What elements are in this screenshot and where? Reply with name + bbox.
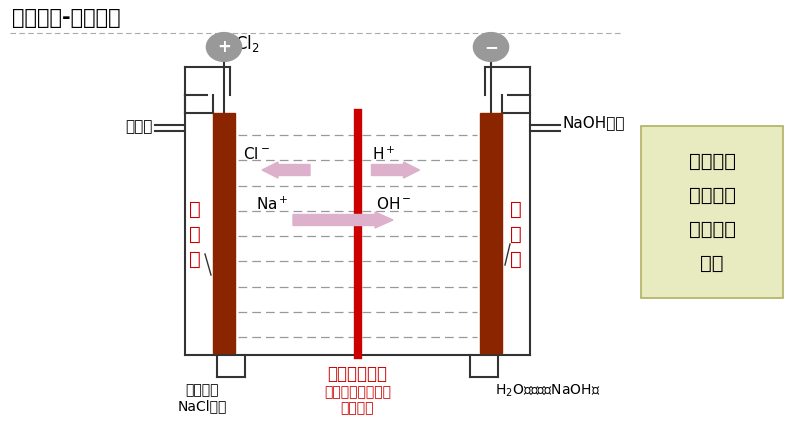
Text: 淡盐水: 淡盐水 bbox=[125, 119, 153, 134]
Text: H$_2$: H$_2$ bbox=[480, 33, 501, 53]
Text: 阳离子交换膜: 阳离子交换膜 bbox=[327, 365, 387, 383]
Text: +: + bbox=[217, 38, 231, 56]
FancyBboxPatch shape bbox=[641, 126, 783, 298]
Text: 思考：换
成阴离子
交换膜可
否？: 思考：换 成阴离子 交换膜可 否？ bbox=[688, 152, 735, 273]
FancyArrow shape bbox=[262, 162, 310, 178]
Bar bbox=[213, 113, 235, 353]
Text: NaOH溶液: NaOH溶液 bbox=[563, 115, 626, 131]
Text: 阴
极
室: 阴 极 室 bbox=[510, 199, 522, 269]
Text: Cl$_2$: Cl$_2$ bbox=[235, 33, 260, 54]
Text: Na$^+$: Na$^+$ bbox=[256, 195, 289, 213]
Text: 只允许阳离子、水
分子通过: 只允许阳离子、水 分子通过 bbox=[324, 385, 391, 415]
Ellipse shape bbox=[206, 33, 241, 61]
Text: H$_2$O（含少量NaOH）: H$_2$O（含少量NaOH） bbox=[495, 383, 601, 400]
Text: −: − bbox=[484, 38, 498, 56]
Ellipse shape bbox=[473, 33, 509, 61]
Text: Cl$^-$: Cl$^-$ bbox=[243, 146, 270, 162]
Text: H$^+$: H$^+$ bbox=[372, 145, 395, 163]
Text: OH$^-$: OH$^-$ bbox=[376, 196, 412, 212]
Bar bbox=[480, 113, 502, 353]
Text: 知识精讲-氯碱工业: 知识精讲-氯碱工业 bbox=[12, 8, 121, 28]
FancyArrow shape bbox=[293, 212, 393, 228]
Text: 精制饱和
NaCl溶液: 精制饱和 NaCl溶液 bbox=[177, 383, 227, 413]
FancyArrow shape bbox=[372, 162, 419, 178]
Text: 阳
极
室: 阳 极 室 bbox=[189, 199, 201, 269]
